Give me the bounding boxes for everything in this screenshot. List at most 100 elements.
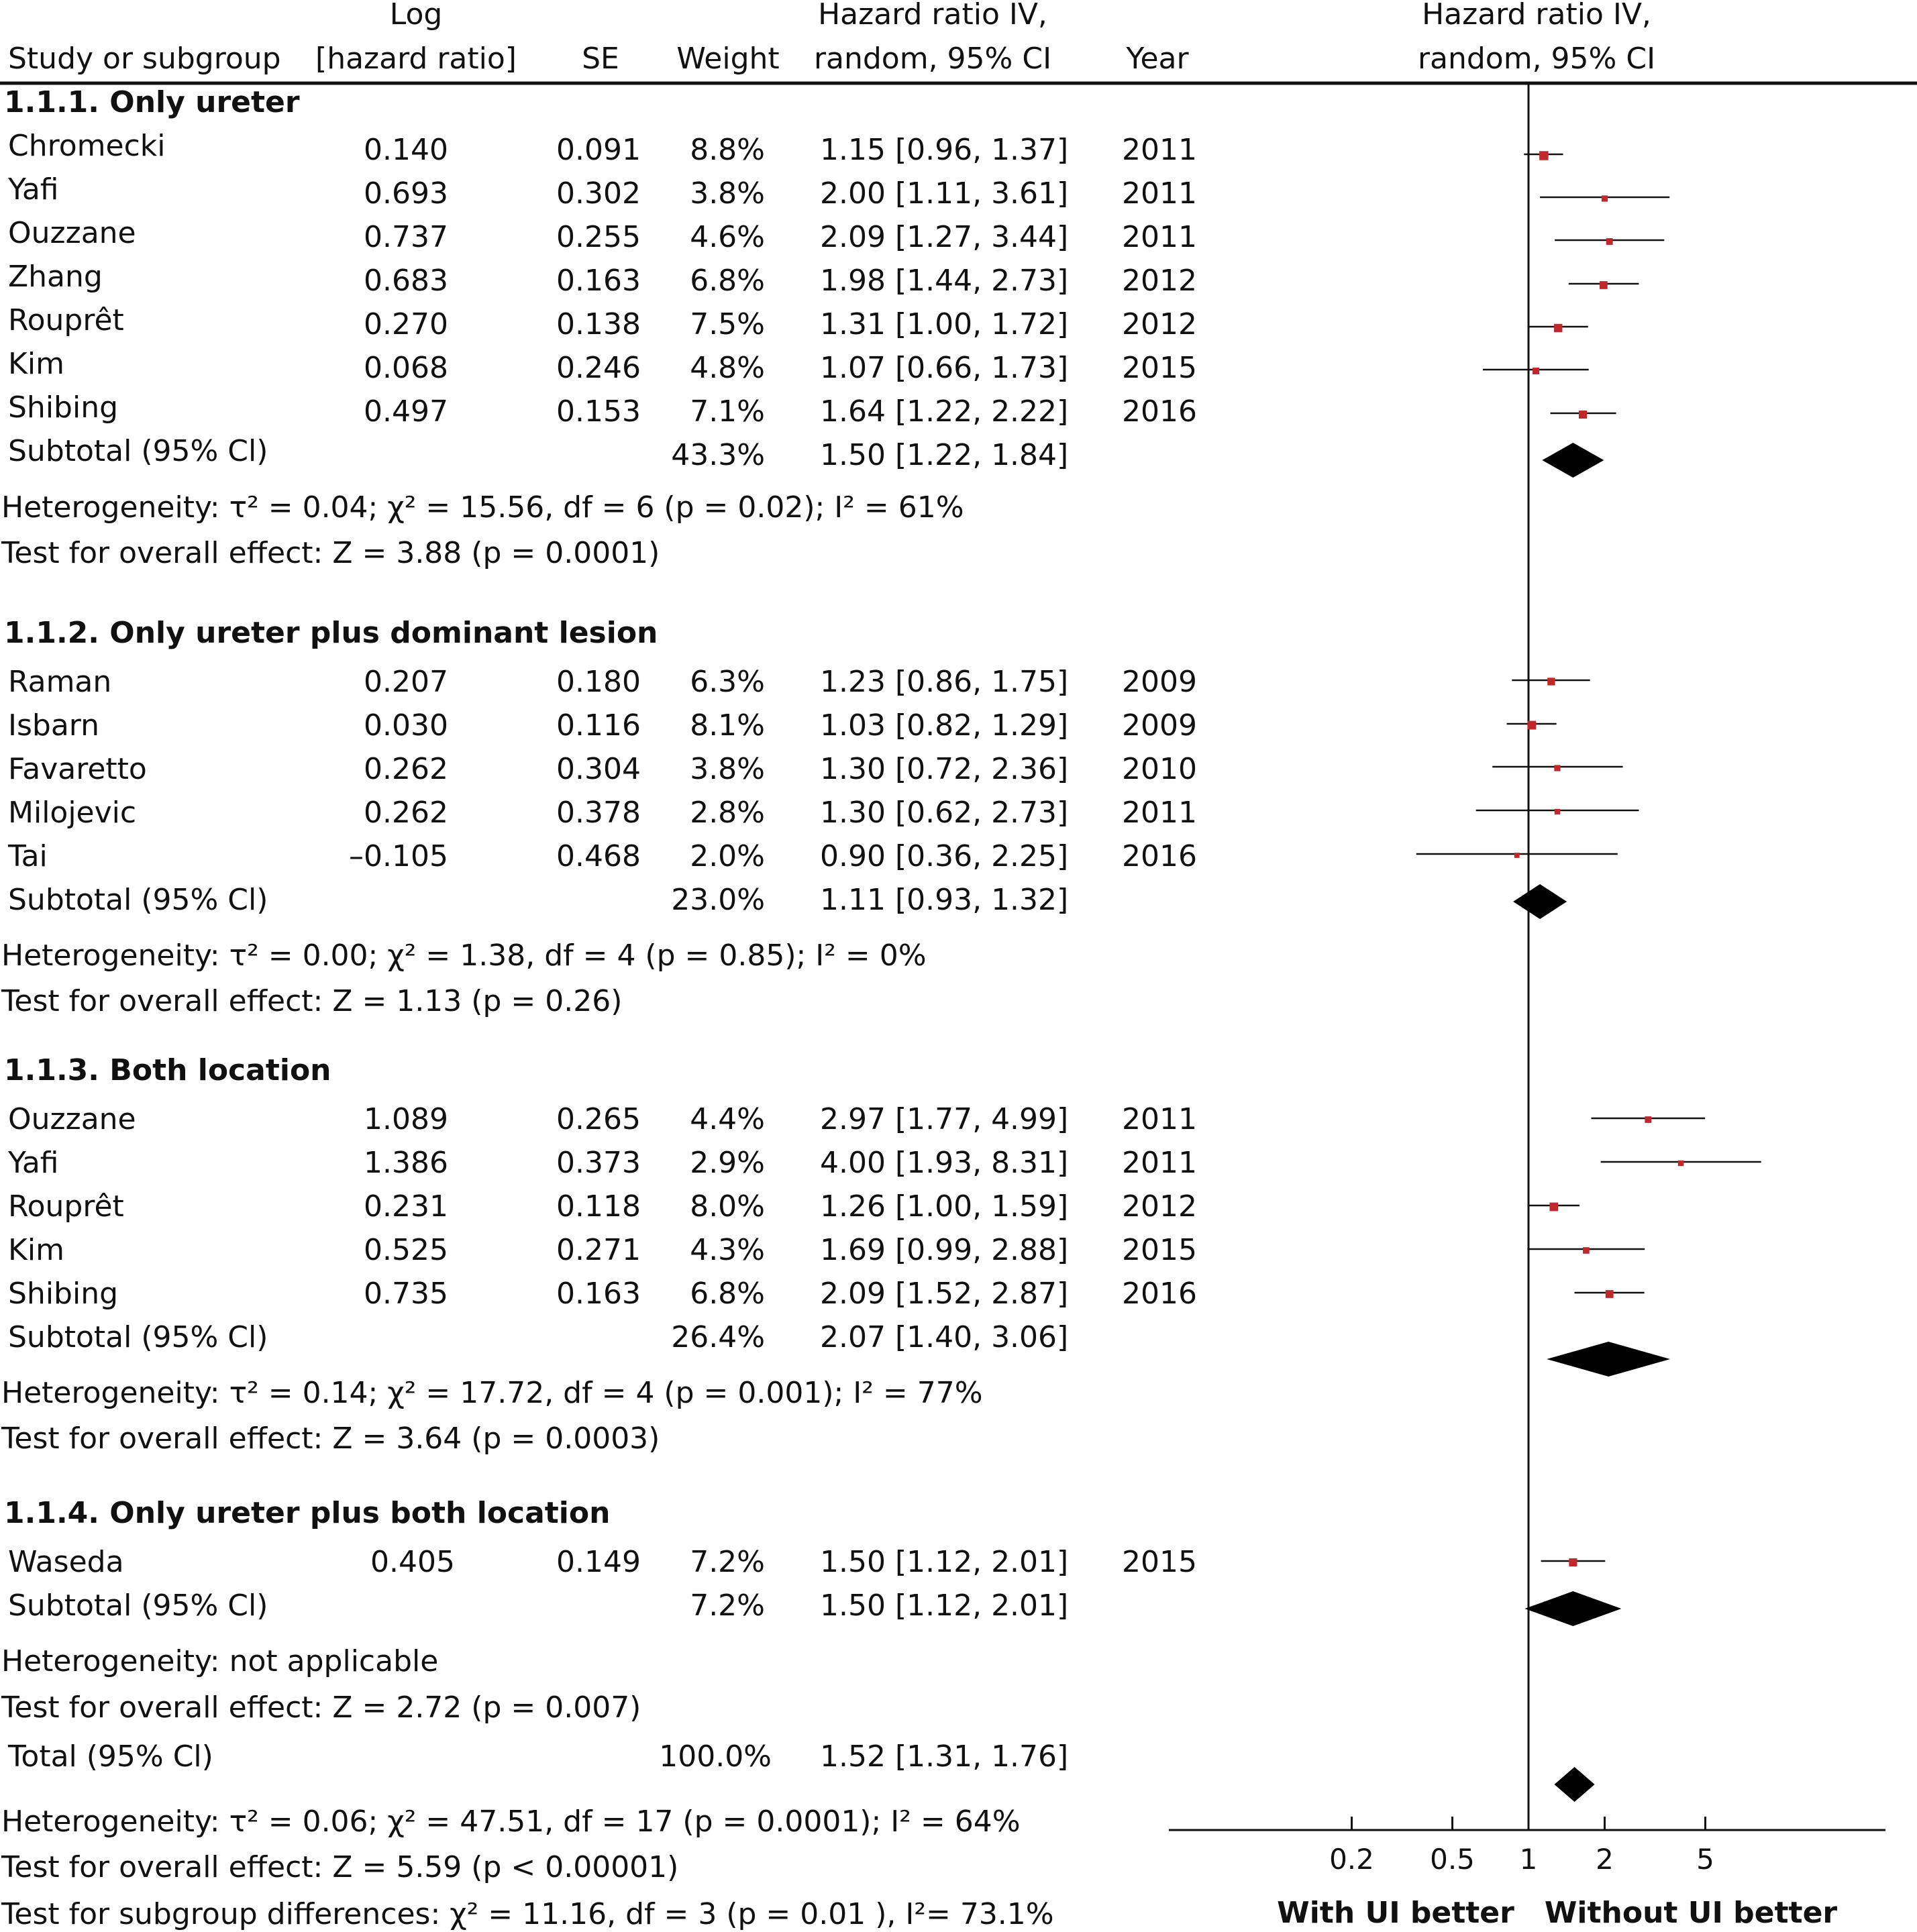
total-heterogeneity-text: Heterogeneity: τ² = 0.06; χ² = 47.51, df…	[1, 1805, 1021, 1839]
weight-cell: 8.8%	[690, 133, 765, 167]
heterogeneity-text: Heterogeneity: τ² = 0.04; χ² = 15.56, df…	[1, 490, 964, 525]
weight-cell: 2.8%	[690, 796, 765, 830]
study-marker	[1605, 1290, 1614, 1298]
subtotal-diamond	[1547, 1342, 1671, 1377]
weight-cell: 8.0%	[690, 1189, 765, 1224]
study-marker	[1583, 1247, 1590, 1254]
header-year: Year	[1126, 42, 1189, 76]
log-hr-cell: –0.105	[349, 839, 448, 873]
study-name: Shibing	[8, 1277, 119, 1311]
header-plot-top: Hazard ratio IV,	[1422, 0, 1651, 32]
header-log-bottom: [hazard ratio]	[315, 42, 517, 76]
weight-cell: 6.3%	[690, 665, 765, 699]
year-cell: 2011	[1122, 796, 1197, 830]
subtotal-weight: 23.0%	[671, 883, 765, 917]
header-log-top: Log	[389, 0, 443, 32]
study-name: Rouprêt	[8, 303, 124, 337]
header-hr-bottom: random, 95% CI	[813, 42, 1052, 76]
weight-cell: 2.9%	[690, 1146, 765, 1180]
se-cell: 0.153	[556, 394, 641, 429]
year-cell: 2015	[1122, 1545, 1197, 1579]
year-cell: 2009	[1122, 665, 1197, 699]
study-name: Waseda	[8, 1545, 124, 1579]
se-cell: 0.302	[556, 176, 641, 211]
ci-cell: 2.09 [1.52, 2.87]	[820, 1277, 1069, 1311]
weight-cell: 7.5%	[690, 307, 765, 341]
se-cell: 0.246	[556, 351, 641, 385]
ci-cell: 2.09 [1.27, 3.44]	[820, 220, 1069, 254]
ci-cell: 1.07 [0.66, 1.73]	[820, 351, 1069, 385]
study-marker	[1569, 1558, 1577, 1567]
study-name: Raman	[8, 665, 112, 699]
subgroup-title: 1.1.3. Both location	[4, 1053, 331, 1087]
subtotal-weight: 43.3%	[671, 438, 765, 472]
se-cell: 0.180	[556, 665, 641, 699]
weight-cell: 4.4%	[690, 1102, 765, 1136]
study-name: Shibing	[8, 390, 119, 425]
subtotal-ci: 1.11 [0.93, 1.32]	[820, 883, 1069, 917]
se-cell: 0.255	[556, 220, 641, 254]
year-cell: 2012	[1122, 264, 1197, 298]
axis-right-label: Without UI better	[1544, 1896, 1838, 1930]
se-cell: 0.265	[556, 1102, 641, 1136]
log-hr-cell: 0.525	[364, 1233, 448, 1267]
subtotal-label: Subtotal (95% Cl)	[8, 1320, 268, 1354]
study-marker	[1677, 1160, 1684, 1167]
log-hr-cell: 0.231	[364, 1189, 448, 1224]
ci-cell: 2.00 [1.11, 3.61]	[820, 176, 1069, 211]
ci-cell: 1.30 [0.72, 2.36]	[820, 752, 1069, 786]
total-label: Total (95% Cl)	[8, 1739, 213, 1774]
header-plot-bottom: random, 95% CI	[1417, 42, 1656, 76]
subtotal-weight: 7.2%	[690, 1589, 765, 1623]
subtotal-label: Subtotal (95% Cl)	[8, 883, 268, 917]
year-cell: 2011	[1122, 176, 1197, 211]
weight-cell: 4.6%	[690, 220, 765, 254]
header-hr-top: Hazard ratio IV,	[818, 0, 1047, 32]
study-name: Kim	[8, 1233, 64, 1267]
log-hr-cell: 0.030	[364, 708, 448, 743]
se-cell: 0.271	[556, 1233, 641, 1267]
subtotal-label: Subtotal (95% Cl)	[8, 1589, 268, 1623]
year-cell: 2010	[1122, 752, 1197, 786]
year-cell: 2009	[1122, 708, 1197, 743]
log-hr-cell: 0.262	[364, 796, 448, 830]
se-cell: 0.118	[556, 1189, 641, 1224]
study-marker	[1645, 1116, 1652, 1123]
year-cell: 2011	[1122, 1146, 1197, 1180]
weight-cell: 3.8%	[690, 176, 765, 211]
study-name: Favaretto	[8, 752, 147, 786]
log-hr-cell: 0.270	[364, 307, 448, 341]
se-cell: 0.116	[556, 708, 641, 743]
study-marker	[1578, 410, 1588, 419]
ci-cell: 0.90 [0.36, 2.25]	[820, 839, 1069, 873]
subgroup-title: 1.1.2. Only ureter plus dominant lesion	[4, 616, 658, 650]
year-cell: 2016	[1122, 394, 1197, 429]
study-name: Yafi	[8, 1146, 59, 1180]
study-marker	[1527, 720, 1537, 730]
se-cell: 0.373	[556, 1146, 641, 1180]
weight-cell: 7.2%	[690, 1545, 765, 1579]
heterogeneity-text: Heterogeneity: not applicable	[1, 1644, 439, 1678]
ci-cell: 4.00 [1.93, 8.31]	[820, 1146, 1069, 1180]
overall-effect-text: Test for overall effect: Z = 3.64 (p = 0…	[1, 1421, 660, 1456]
se-cell: 0.138	[556, 307, 641, 341]
se-cell: 0.304	[556, 752, 641, 786]
year-cell: 2015	[1122, 1233, 1197, 1267]
subgroup-differences-text: Test for subgroup differences: χ² = 11.1…	[1, 1897, 1054, 1931]
year-cell: 2012	[1122, 1189, 1197, 1224]
year-cell: 2012	[1122, 307, 1197, 341]
subtotal-weight: 26.4%	[671, 1320, 765, 1354]
log-hr-cell: 0.405	[370, 1545, 455, 1579]
weight-cell: 8.1%	[690, 708, 765, 743]
ci-cell: 1.26 [1.00, 1.59]	[820, 1189, 1069, 1224]
ci-cell: 1.98 [1.44, 2.73]	[820, 264, 1069, 298]
subtotal-ci: 1.50 [1.12, 2.01]	[820, 1589, 1069, 1623]
x-tick-label: 5	[1696, 1843, 1714, 1876]
ci-cell: 1.03 [0.82, 1.29]	[820, 708, 1069, 743]
study-name: Zhang	[8, 260, 103, 294]
weight-cell: 2.0%	[690, 839, 765, 873]
ci-cell: 1.30 [0.62, 2.73]	[820, 796, 1069, 830]
weight-cell: 7.1%	[690, 394, 765, 429]
total-overall-effect-text: Test for overall effect: Z = 5.59 (p < 0…	[1, 1850, 679, 1884]
weight-cell: 4.8%	[690, 351, 765, 385]
